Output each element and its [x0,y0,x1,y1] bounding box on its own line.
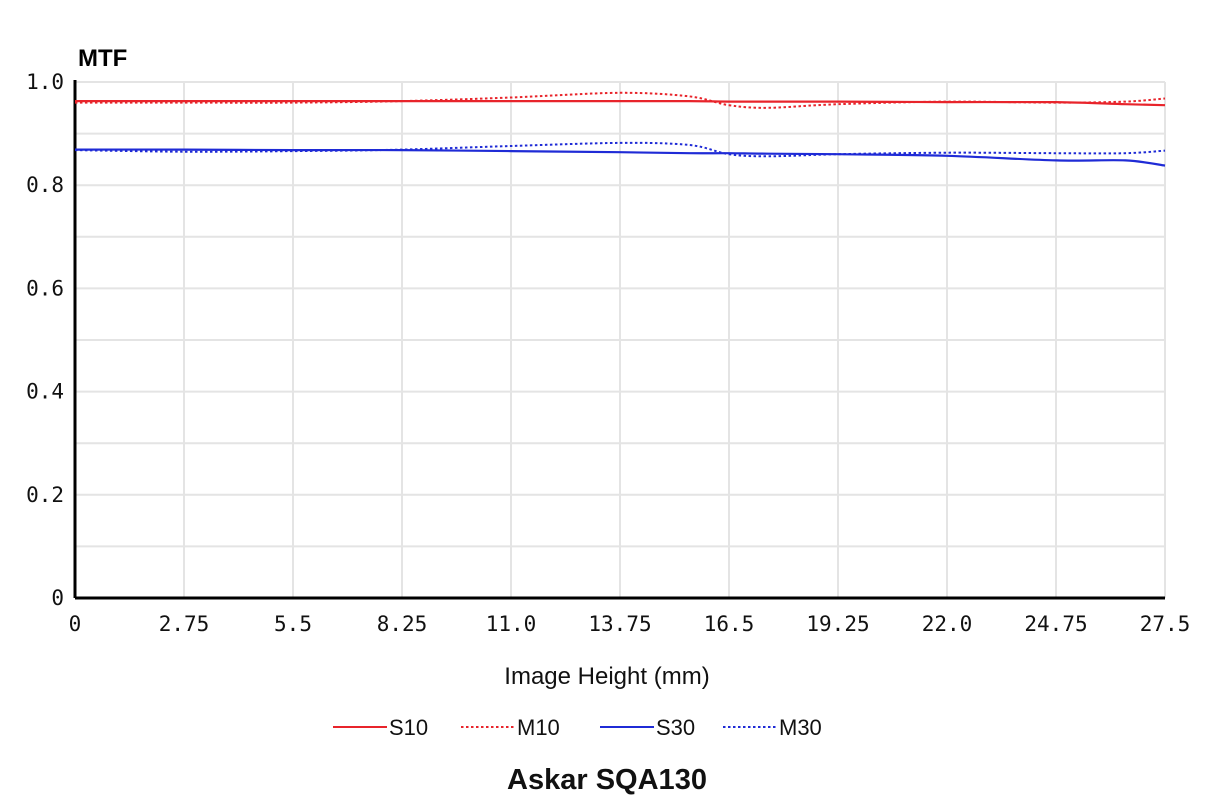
y-tick-label: 0.8 [26,173,64,197]
y-tick-label: 0.6 [26,276,64,300]
y-tick-label: 1.0 [26,70,64,94]
legend-label-s30: S30 [656,715,695,740]
series-lines [74,91,1166,167]
y-tick-label: 0 [51,586,64,610]
y-axis-title: MTF [78,45,127,72]
x-tick-label: 22.0 [922,612,973,636]
y-tick-label: 0.2 [26,483,64,507]
x-tick-label: 13.75 [588,612,651,636]
grid [74,81,1166,599]
x-tick-label: 19.25 [806,612,869,636]
tick-labels: 0 2.75 5.5 8.25 11.0 13.75 16.5 19.25 22.0 24.75 2… [26,70,1190,636]
series-line-s10 [75,99,1166,107]
x-tick-label: 11.0 [486,612,537,636]
x-tick-label: 24.75 [1024,612,1087,636]
x-axis-title: Image Height (mm) [504,663,709,690]
chart-title: Askar SQA130 [507,764,707,796]
axes [73,80,1165,600]
legend-label-m10: M10 [517,715,560,740]
series-line-s30 [74,148,1166,167]
legend: S10 M10 S30 M30 [333,715,822,740]
x-tick-label: 2.75 [159,612,210,636]
legend-label-m30: M30 [779,715,822,740]
x-tick-label: 16.5 [704,612,755,636]
x-tick-label: 5.5 [274,612,312,636]
y-tick-label: 0.4 [26,380,64,404]
x-tick-label: 0 [69,612,82,636]
x-tick-label: 27.5 [1140,612,1191,636]
x-tick-label: 8.25 [377,612,428,636]
legend-label-s10: S10 [389,715,428,740]
